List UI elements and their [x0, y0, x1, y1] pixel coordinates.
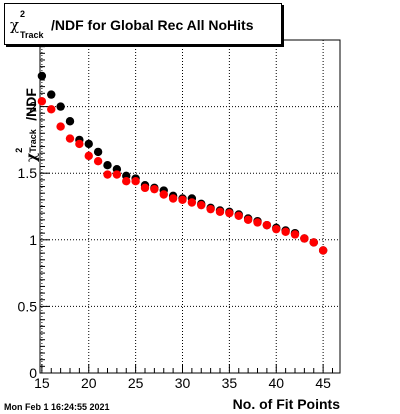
x-tick-label: 45 [315, 375, 331, 391]
data-point-red [56, 122, 65, 131]
data-point-black [37, 71, 47, 81]
data-point-red [225, 208, 234, 218]
data-point-red [65, 134, 75, 143]
y-tick-label: 1.5 [18, 165, 38, 181]
data-point-red [290, 230, 300, 239]
x-axis-label: No. of Fit Points [232, 396, 340, 412]
data-point-red [168, 194, 178, 203]
data-point-red [37, 97, 47, 106]
data-point-red [215, 207, 225, 217]
y-axis-label: χ 2 Track/NDF [0, 50, 40, 162]
data-point-red [112, 170, 122, 179]
data-point-red [206, 204, 215, 214]
data-point-red [103, 170, 112, 179]
y-tick-label: 1 [29, 232, 37, 248]
y-tick-label: 0.5 [18, 298, 38, 314]
data-point-black [65, 117, 75, 126]
chart-title: /NDF for Global Rec All NoHits [51, 17, 254, 33]
chart-title-box: χ 2 Track /NDF for Global Rec All NoHits [4, 3, 282, 45]
data-point-red [187, 198, 197, 207]
y-tick-label: 2 [29, 99, 37, 115]
x-tick-label: 35 [222, 375, 238, 391]
x-tick-label: 20 [81, 375, 97, 391]
data-point-black [84, 139, 93, 149]
data-point-red [243, 215, 253, 225]
y-axis-label-sub: Track [28, 129, 38, 153]
data-point-black [47, 90, 56, 99]
y-axis-label-chi: χ [24, 152, 40, 162]
data-point-red [150, 184, 159, 194]
data-point-black [56, 102, 65, 111]
data-point-red [318, 246, 328, 255]
plot-frame [39, 39, 341, 374]
data-point-red [75, 139, 84, 149]
data-point-red [300, 234, 309, 243]
chart-title-sup: 2 [20, 9, 26, 19]
x-tick-label: 30 [175, 375, 191, 391]
y-axis-label-sup: 2 [14, 147, 24, 153]
data-point-black [93, 147, 103, 157]
x-tick-label: 15 [34, 375, 50, 391]
data-point-red [122, 176, 131, 186]
chart-title-chi: χ [10, 16, 20, 34]
data-point-red [159, 190, 168, 199]
x-tick-label: 25 [128, 375, 144, 391]
data-point-red [140, 183, 150, 193]
data-point-red [262, 220, 272, 230]
data-point-red [309, 238, 318, 247]
data-point-red [47, 105, 56, 114]
y-tick-label: 0 [29, 365, 37, 381]
data-point-red [131, 176, 140, 186]
data-point-red [93, 157, 103, 166]
data-point-red [178, 195, 187, 205]
timestamp: Mon Feb 1 16:24:55 2021 [4, 402, 110, 412]
data-point-red [281, 227, 290, 237]
data-point-red [234, 211, 243, 221]
x-tick-label: 40 [268, 375, 284, 391]
data-point-red [84, 151, 93, 161]
chart-title-sub: Track [20, 30, 44, 40]
data-point-red [253, 218, 262, 227]
y-axis-label-suffix: /NDF [23, 88, 39, 121]
data-point-black [103, 161, 112, 170]
data-point-red [197, 200, 206, 210]
data-point-red [272, 224, 281, 234]
